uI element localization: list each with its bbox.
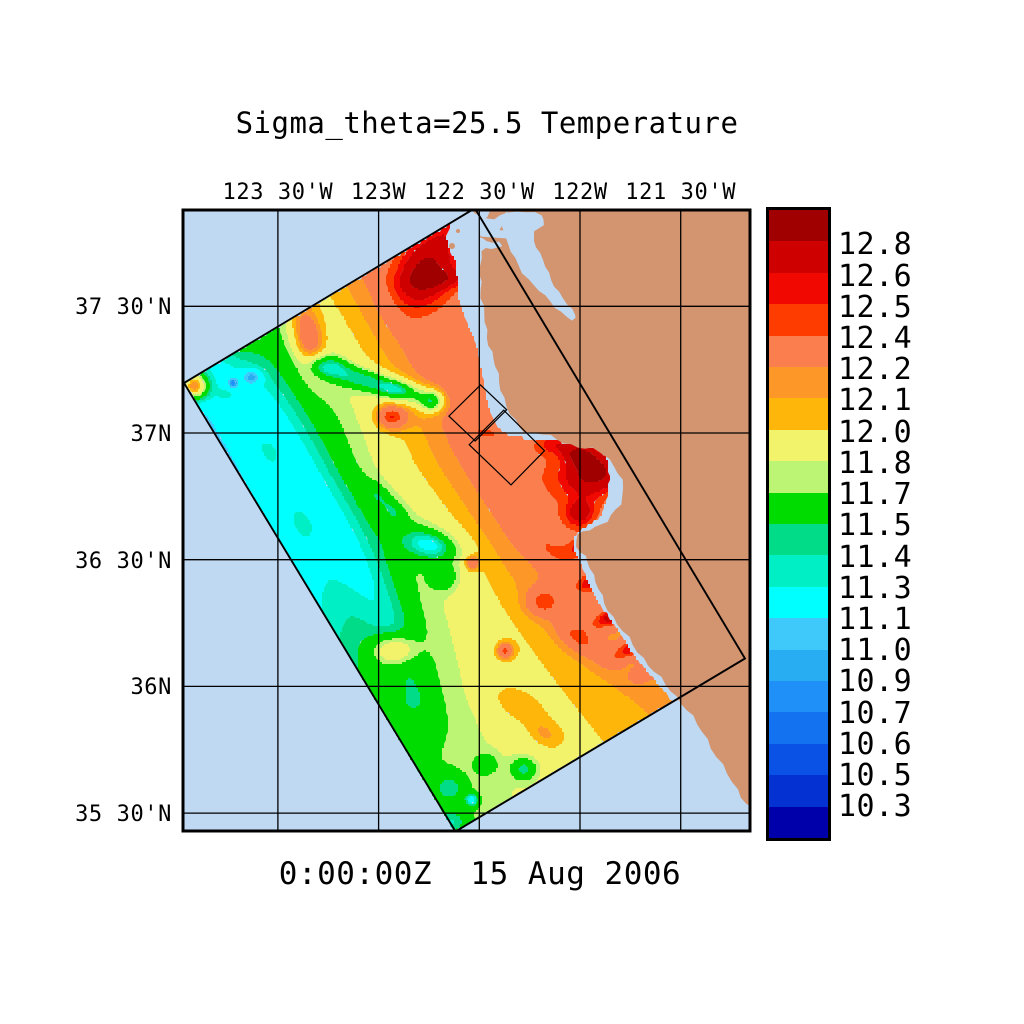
colorbar-tick-label: 10.7 — [838, 695, 913, 731]
colorbar-tick-label: 12.2 — [838, 352, 913, 388]
colorbar-tick-label: 12.4 — [838, 321, 913, 356]
x-axis-label: 122W — [552, 179, 608, 205]
colorbar-band — [769, 461, 828, 494]
colorbar-band — [769, 555, 828, 588]
nested-domain-box-1 — [448, 384, 508, 442]
golden-gate-strait — [479, 228, 507, 239]
colorbar-band — [769, 367, 828, 399]
colorbar-tick-label: 12.6 — [838, 258, 913, 294]
colorbar-tick-label: 12.5 — [838, 289, 913, 325]
colorbar-tick-label: 11.5 — [838, 508, 913, 544]
y-axis-label: 37 30'N — [75, 295, 172, 321]
y-axis-label: 35 30'N — [75, 802, 172, 828]
x-axis-label: 123W — [350, 179, 407, 205]
colorbar-band — [769, 304, 828, 337]
x-axis-label: 122 30'W — [423, 179, 535, 205]
colorbar-band — [769, 775, 828, 808]
colorbar-tick-label: 12.1 — [838, 383, 913, 419]
colorbar-tick-label: 10.9 — [838, 664, 913, 700]
colorbar-tick-label: 11.4 — [838, 539, 913, 575]
colorbar-band — [769, 743, 828, 776]
colorbar-tick-label: 10.5 — [838, 758, 913, 793]
colorbar-band — [769, 618, 828, 651]
y-axis-label: 36N — [130, 675, 172, 701]
colorbar-band — [769, 335, 828, 368]
colorbar-band — [769, 681, 828, 713]
colorbar-band — [769, 210, 828, 242]
colorbar-band — [769, 398, 828, 431]
y-axis-label: 37N — [130, 422, 172, 447]
colorbar-tick-label: 11.7 — [838, 477, 913, 513]
time-label: 0:00:00Z 15 Aug 2006 — [278, 856, 682, 892]
colorbar-tick-label: 11.1 — [838, 601, 913, 637]
colorbar-tick-label: 11.3 — [838, 570, 913, 606]
lat-lon-gridlines — [183, 210, 750, 831]
colorbar-tick-label: 10.3 — [838, 789, 913, 825]
colorbar-band — [769, 272, 828, 305]
nested-domain-box-2 — [468, 409, 546, 486]
model-domain-outline — [183, 210, 747, 831]
colorbar-band — [769, 429, 828, 462]
plot-frame — [181, 208, 752, 833]
colorbar-tick-label: 10.6 — [838, 726, 913, 762]
colorbar-tick-label: 12.0 — [838, 414, 913, 450]
colorbar-band — [769, 241, 828, 274]
colorbar-tick-label: 11.8 — [838, 445, 913, 481]
x-axis-label: 121 30'W — [625, 179, 737, 205]
sf-bay-water — [500, 211, 576, 321]
colorbar-band — [769, 649, 828, 682]
colorbar-band — [769, 492, 828, 525]
colorbar-band — [769, 586, 828, 619]
colorbar-tick-label: 11.0 — [838, 633, 913, 669]
plot-title: Sigma_theta=25.5 Temperature — [235, 106, 739, 140]
colorbar-band — [769, 524, 828, 556]
temperature-field — [186, 224, 672, 831]
colorbar-band — [769, 806, 828, 839]
colorbar-frame — [766, 207, 831, 841]
colorbar-tick-label: 12.8 — [838, 227, 913, 263]
y-axis-label: 36 30'N — [75, 548, 172, 574]
x-axis-label: 123 30'W — [222, 179, 334, 205]
colorbar-band — [769, 712, 828, 745]
colorbar — [766, 207, 831, 841]
